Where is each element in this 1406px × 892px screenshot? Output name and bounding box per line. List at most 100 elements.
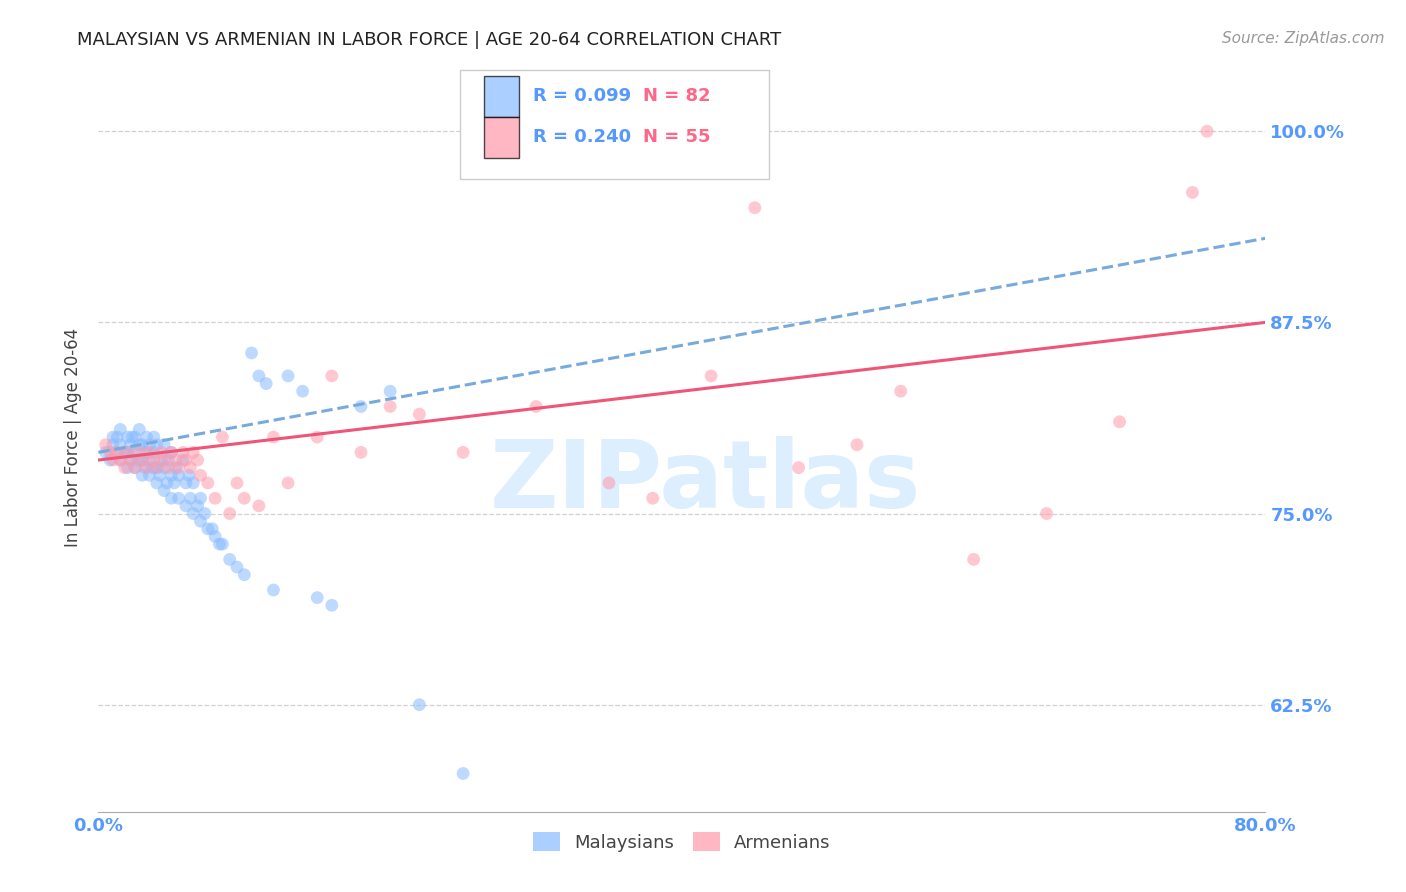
Point (700, 368, 723, 383)
Point (138, 468, 160, 483)
Point (408, 407, 430, 421)
Point (177, 468, 200, 483)
Point (114, 445, 136, 459)
Point (179, 460, 201, 475)
Point (524, 400, 547, 414)
Point (124, 460, 146, 475)
Point (181, 445, 204, 459)
Point (146, 460, 169, 475)
Point (141, 460, 163, 475)
Point (172, 445, 194, 459)
Point (127, 453, 149, 467)
Point (135, 445, 157, 459)
Point (181, 475, 204, 490)
Point (451, 445, 474, 459)
Point (1035, 507, 1057, 521)
Point (114, 460, 136, 475)
Point (1108, 415, 1130, 429)
Point (233, 567, 256, 582)
Point (197, 475, 219, 490)
Text: ZIPatlas: ZIPatlas (489, 436, 921, 528)
Point (291, 384, 314, 399)
Point (153, 438, 176, 452)
Point (138, 438, 160, 452)
Point (94, 445, 117, 459)
Point (131, 468, 153, 483)
Point (131, 453, 153, 467)
Point (846, 438, 869, 452)
Point (98, 445, 121, 459)
Point (201, 522, 224, 536)
Point (277, 368, 299, 383)
Point (962, 552, 984, 566)
Point (165, 460, 187, 475)
Point (121, 430, 143, 444)
Point (187, 453, 209, 467)
Point (1195, 124, 1218, 138)
Point (142, 430, 165, 444)
Point (380, 384, 402, 399)
Point (226, 475, 249, 490)
Point (641, 491, 664, 506)
Point (187, 499, 209, 513)
Point (190, 514, 212, 528)
Point (105, 445, 128, 459)
Point (157, 460, 180, 475)
Point (146, 475, 169, 490)
Point (890, 384, 912, 399)
Point (101, 438, 124, 452)
Text: N = 55: N = 55 (644, 128, 711, 146)
Point (131, 438, 153, 452)
Point (181, 507, 204, 521)
Point (277, 475, 299, 490)
Point (262, 430, 284, 444)
Point (150, 453, 173, 467)
Point (101, 453, 124, 467)
Point (160, 468, 183, 483)
Point (247, 368, 270, 383)
Point (204, 529, 226, 543)
Point (350, 445, 373, 459)
Point (134, 460, 156, 475)
Point (744, 201, 766, 215)
Point (321, 599, 343, 613)
Text: N = 82: N = 82 (644, 87, 711, 105)
Point (321, 368, 343, 383)
Point (179, 491, 201, 506)
Point (117, 445, 139, 459)
Point (197, 522, 219, 536)
Point (110, 438, 132, 452)
Point (153, 460, 176, 475)
FancyBboxPatch shape (484, 117, 519, 158)
Point (94, 438, 117, 452)
FancyBboxPatch shape (460, 70, 769, 178)
Point (117, 445, 139, 459)
Point (135, 460, 157, 475)
Point (451, 766, 474, 780)
Point (190, 491, 212, 506)
Point (128, 438, 150, 452)
Point (208, 537, 231, 551)
Point (380, 400, 402, 414)
Point (194, 507, 217, 521)
Point (167, 460, 190, 475)
Point (131, 453, 153, 467)
Point (120, 453, 142, 467)
Point (105, 430, 128, 444)
Point (138, 453, 160, 467)
Point (204, 491, 226, 506)
Point (598, 475, 620, 490)
Text: R = 0.099: R = 0.099 (533, 87, 631, 105)
Point (211, 430, 233, 444)
Point (163, 475, 186, 490)
Point (254, 376, 277, 391)
Point (307, 430, 329, 444)
Point (226, 560, 249, 574)
Point (120, 438, 142, 452)
Point (101, 430, 124, 444)
Point (146, 438, 169, 452)
Point (218, 507, 240, 521)
Y-axis label: In Labor Force | Age 20-64: In Labor Force | Age 20-64 (65, 327, 83, 547)
Point (787, 460, 810, 475)
Point (172, 453, 194, 467)
